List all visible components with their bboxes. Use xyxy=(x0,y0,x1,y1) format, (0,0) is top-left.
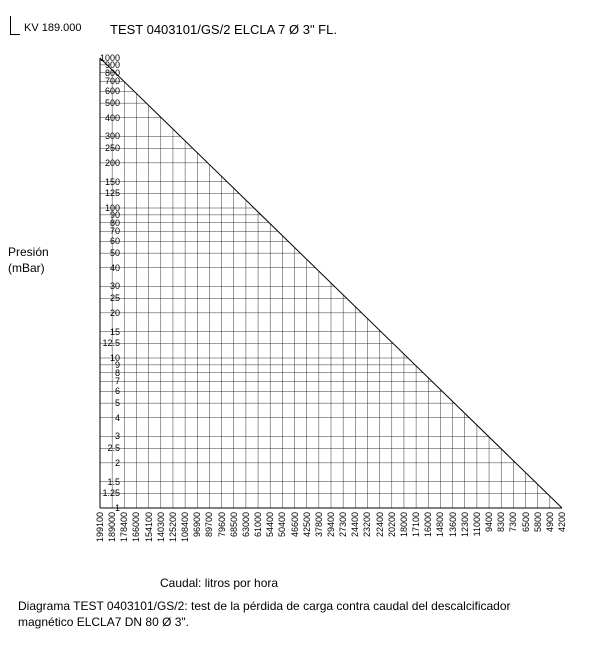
x-tick: 13600 xyxy=(448,512,458,537)
x-tick: 29400 xyxy=(326,512,336,537)
x-tick: 4900 xyxy=(545,512,555,532)
y-tick: 2.5 xyxy=(80,443,120,453)
x-tick: 20200 xyxy=(387,512,397,537)
x-tick: 54400 xyxy=(265,512,275,537)
x-tick: 24400 xyxy=(350,512,360,537)
y-tick: 1.25 xyxy=(80,488,120,498)
x-tick: 16000 xyxy=(423,512,433,537)
y-tick: 40 xyxy=(80,263,120,273)
x-tick: 140300 xyxy=(156,512,166,542)
y-tick: 2 xyxy=(80,458,120,468)
y-tick: 250 xyxy=(80,143,120,153)
y-tick: 125 xyxy=(80,188,120,198)
y-tick: 5 xyxy=(80,398,120,408)
x-tick: 89700 xyxy=(204,512,214,537)
x-tick: 178400 xyxy=(119,512,129,542)
x-tick: 6500 xyxy=(521,512,531,532)
kv-value: KV 189.000 xyxy=(24,22,82,34)
x-tick: 5800 xyxy=(533,512,543,532)
x-tick: 12300 xyxy=(460,512,470,537)
x-tick: 23200 xyxy=(362,512,372,537)
y-tick: 700 xyxy=(80,76,120,86)
chart-title: TEST 0403101/GS/2 ELCLA 7 Ø 3" FL. xyxy=(110,22,337,37)
y-tick: 3 xyxy=(80,431,120,441)
x-tick: 42500 xyxy=(302,512,312,537)
x-tick: 125200 xyxy=(168,512,178,542)
x-tick: 22400 xyxy=(375,512,385,537)
x-tick: 50400 xyxy=(277,512,287,537)
y-tick: 300 xyxy=(80,131,120,141)
x-tick: 46600 xyxy=(290,512,300,537)
x-tick: 11000 xyxy=(472,512,482,536)
x-tick: 154100 xyxy=(144,512,154,542)
x-tick: 61000 xyxy=(253,512,263,537)
x-tick: 7300 xyxy=(508,512,518,532)
y-tick: 7 xyxy=(80,376,120,386)
x-tick: 108400 xyxy=(180,512,190,542)
y-tick: 6 xyxy=(80,386,120,396)
y-tick: 25 xyxy=(80,293,120,303)
x-tick: 199100 xyxy=(95,512,105,542)
y-tick: 4 xyxy=(80,413,120,423)
y-tick: 15 xyxy=(80,327,120,337)
y-tick: 400 xyxy=(80,113,120,123)
x-tick: 189000 xyxy=(107,512,117,542)
x-tick: 8300 xyxy=(496,512,506,532)
x-tick: 166000 xyxy=(131,512,141,542)
y-tick: 70 xyxy=(80,226,120,236)
chart-caption: Diagrama TEST 0403101/GS/2: test de la p… xyxy=(18,598,558,630)
pressure-flow-chart xyxy=(60,50,570,570)
x-tick: 4200 xyxy=(557,512,567,532)
x-tick: 63000 xyxy=(241,512,251,537)
y-tick: 600 xyxy=(80,86,120,96)
y-axis-label: Presión(mBar) xyxy=(8,245,49,276)
y-tick: 200 xyxy=(80,158,120,168)
x-tick: 17100 xyxy=(411,512,421,537)
y-tick: 500 xyxy=(80,98,120,108)
kv-marker: KV 189.000 xyxy=(10,22,82,34)
x-tick: 27300 xyxy=(338,512,348,537)
y-tick: 150 xyxy=(80,177,120,187)
x-tick: 96900 xyxy=(192,512,202,537)
y-tick: 20 xyxy=(80,308,120,318)
x-tick: 14800 xyxy=(435,512,445,537)
x-tick: 9400 xyxy=(484,512,494,532)
x-tick: 68500 xyxy=(229,512,239,537)
x-tick: 37800 xyxy=(314,512,324,537)
y-tick: 60 xyxy=(80,236,120,246)
x-tick: 18000 xyxy=(399,512,409,537)
y-tick: 30 xyxy=(80,281,120,291)
x-axis-label: Caudal: litros por hora xyxy=(160,576,278,590)
y-tick: 12.5 xyxy=(80,338,120,348)
y-tick: 1.5 xyxy=(80,477,120,487)
y-tick: 50 xyxy=(80,248,120,258)
x-tick: 79600 xyxy=(217,512,227,537)
